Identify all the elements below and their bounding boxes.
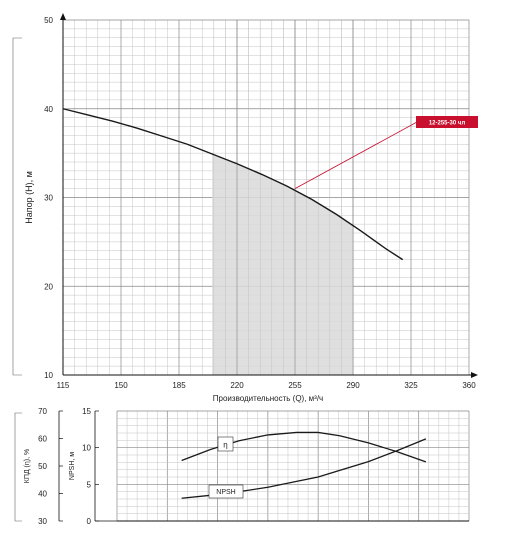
efficiency-axis-label: КПД (η), % bbox=[24, 449, 31, 483]
efficiency-tick-label: 30 bbox=[38, 517, 47, 526]
operating-range-fill bbox=[212, 154, 353, 375]
head-chart-axes bbox=[60, 13, 478, 378]
y-tick-label: 30 bbox=[44, 194, 53, 203]
npsh-tick-label: 5 bbox=[87, 480, 92, 489]
efficiency-tick-label: 60 bbox=[38, 435, 47, 444]
y-tick-label: 20 bbox=[44, 282, 53, 291]
x-tick-label: 360 bbox=[462, 381, 476, 390]
y-axis-label: Напор (H), м bbox=[24, 171, 34, 224]
efficiency-axis-bracket bbox=[14, 412, 22, 522]
npsh-tick-label: 15 bbox=[82, 407, 91, 416]
callout-label-box bbox=[416, 116, 478, 128]
efficiency-npsh-axes bbox=[58, 411, 469, 522]
x-tick-label: 290 bbox=[346, 381, 360, 390]
efficiency-label-box bbox=[217, 436, 234, 452]
x-tick-label: 220 bbox=[230, 381, 244, 390]
x-axis-label: Производительность (Q), м³/ч bbox=[213, 394, 323, 403]
x-tick-label: 325 bbox=[404, 381, 418, 390]
efficiency-tick-label: 40 bbox=[38, 490, 47, 499]
efficiency-npsh-tick-labels: 30 40 50 60 70 0 5 10 15 bbox=[38, 407, 99, 526]
y-tick-label: 40 bbox=[44, 105, 53, 114]
head-curve-line bbox=[62, 108, 404, 261]
head-chart-tick-labels: 115 150 185 220 255 290 325 360 10 20 30 40 50 bbox=[44, 16, 476, 390]
x-tick-label: 150 bbox=[114, 381, 128, 390]
efficiency-tick-label: 50 bbox=[38, 462, 47, 471]
npsh-label-box bbox=[208, 484, 244, 499]
y-axis-bracket bbox=[12, 37, 22, 376]
efficiency-tick-label: 70 bbox=[38, 407, 47, 416]
head-chart-grid-overlay bbox=[213, 20, 354, 375]
callout-leader-line bbox=[294, 121, 418, 189]
npsh-tick-label: 10 bbox=[82, 444, 91, 453]
npsh-tick-label: 0 bbox=[87, 517, 92, 526]
efficiency-npsh-grid bbox=[116, 410, 470, 522]
x-tick-label: 185 bbox=[172, 381, 186, 390]
y-tick-label: 10 bbox=[44, 371, 53, 380]
callout-label: 12-255-30 чл bbox=[429, 121, 466, 127]
x-axis-arrow bbox=[471, 372, 478, 378]
efficiency-series-label: η bbox=[223, 441, 227, 450]
x-tick-label: 255 bbox=[288, 381, 302, 390]
x-tick-label: 115 bbox=[57, 381, 70, 390]
y-axis-arrow bbox=[60, 13, 66, 20]
npsh-series-label: NPSH bbox=[216, 489, 235, 496]
npsh-axis-label: NPSH, м bbox=[69, 452, 76, 480]
y-tick-label: 50 bbox=[44, 16, 53, 25]
